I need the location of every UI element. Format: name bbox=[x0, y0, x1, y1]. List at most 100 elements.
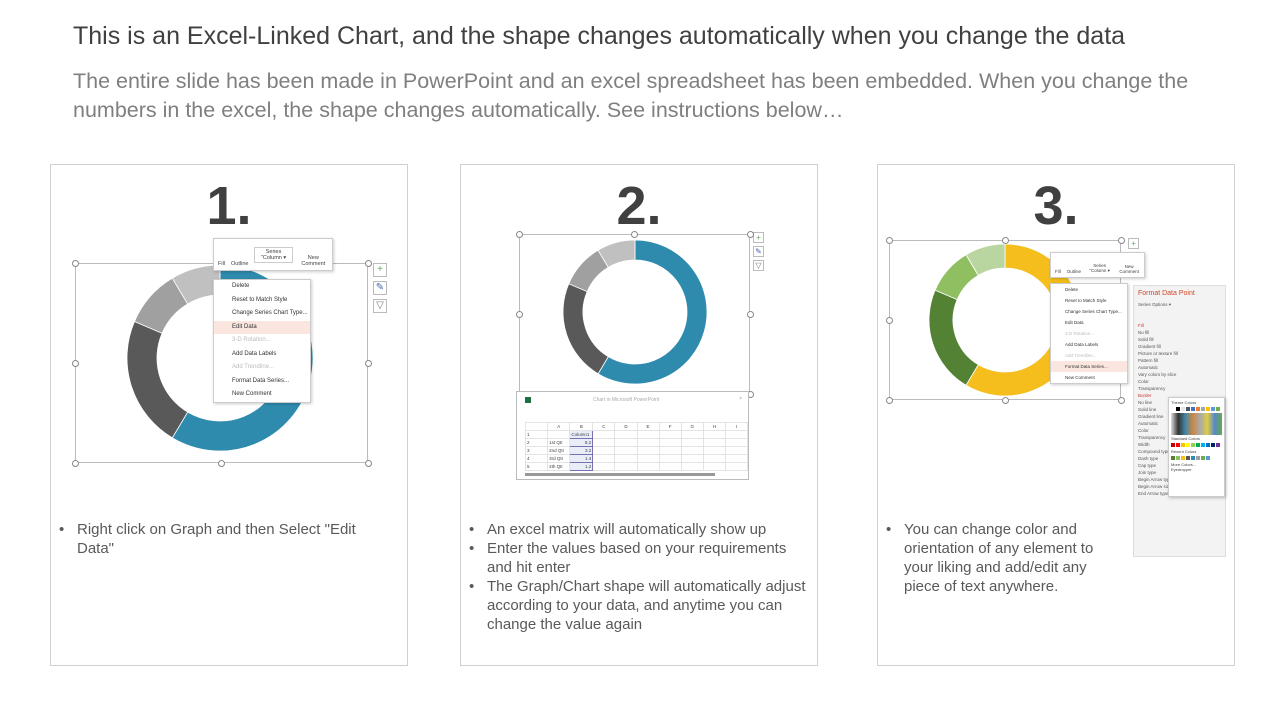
color-swatch[interactable] bbox=[1211, 407, 1215, 411]
color-swatch[interactable] bbox=[1171, 443, 1175, 447]
resize-handle[interactable] bbox=[1117, 236, 1125, 244]
row-header[interactable]: 4 bbox=[524, 454, 549, 463]
resize-handle[interactable] bbox=[515, 310, 523, 318]
fill-button[interactable]: Fill bbox=[1055, 269, 1061, 274]
color-swatch[interactable] bbox=[1196, 407, 1200, 411]
new-comment-button[interactable]: New Comment bbox=[1119, 264, 1139, 274]
cell[interactable] bbox=[680, 446, 704, 455]
border-field[interactable]: Width bbox=[1138, 442, 1150, 447]
column-header[interactable]: D bbox=[614, 422, 638, 431]
menu-item-delete[interactable]: Delete bbox=[1065, 287, 1079, 292]
menu-item-add-labels[interactable]: Add Data Labels bbox=[1065, 342, 1099, 347]
resize-handle[interactable] bbox=[1001, 396, 1009, 404]
recent-swatches[interactable] bbox=[1171, 456, 1222, 460]
column-header[interactable]: C bbox=[592, 422, 616, 431]
cell[interactable] bbox=[680, 438, 704, 447]
menu-item-format-series[interactable]: Format Data Series... bbox=[1051, 361, 1127, 372]
cell[interactable] bbox=[724, 430, 749, 439]
border-option[interactable]: Automatic bbox=[1138, 421, 1159, 426]
pane-tab-icons[interactable] bbox=[1138, 308, 1221, 322]
cell-value[interactable]: 8.2 bbox=[569, 438, 594, 447]
resize-handle[interactable] bbox=[218, 459, 225, 467]
fill-section[interactable]: Fill bbox=[1138, 323, 1144, 328]
cell[interactable] bbox=[658, 454, 682, 463]
color-swatch[interactable] bbox=[1201, 407, 1205, 411]
border-field[interactable]: End Arrow type bbox=[1138, 491, 1169, 496]
standard-swatches[interactable] bbox=[1171, 443, 1222, 447]
color-swatch[interactable] bbox=[1191, 456, 1195, 460]
resize-handle[interactable] bbox=[885, 396, 893, 404]
cell[interactable] bbox=[614, 430, 638, 439]
resize-handle[interactable] bbox=[364, 459, 372, 467]
resize-handle[interactable] bbox=[1001, 236, 1009, 244]
eyedropper-item[interactable]: Eyedropper bbox=[1171, 467, 1192, 472]
color-swatch[interactable] bbox=[1181, 407, 1185, 411]
fill-option[interactable]: Gradient fill bbox=[1138, 344, 1161, 349]
color-swatch[interactable] bbox=[1181, 456, 1185, 460]
border-field[interactable]: Begin Arrow type bbox=[1138, 477, 1173, 482]
color-swatch[interactable] bbox=[1191, 407, 1195, 411]
menu-item-add-labels[interactable]: Add Data Labels bbox=[232, 350, 277, 357]
color-swatch[interactable] bbox=[1211, 443, 1215, 447]
cell[interactable] bbox=[658, 446, 682, 455]
cell[interactable] bbox=[658, 430, 682, 439]
color-swatch[interactable] bbox=[1186, 443, 1190, 447]
cell[interactable] bbox=[680, 454, 704, 463]
cell[interactable] bbox=[724, 438, 749, 447]
series-dropdown[interactable]: Series "Column ▾ bbox=[254, 246, 293, 263]
resize-handle[interactable] bbox=[364, 259, 372, 267]
cell-value[interactable]: 1.2 bbox=[569, 462, 594, 471]
color-swatch[interactable] bbox=[1181, 443, 1185, 447]
resize-handle[interactable] bbox=[71, 259, 79, 267]
color-swatch[interactable] bbox=[1176, 443, 1180, 447]
resize-handle[interactable] bbox=[885, 316, 893, 324]
fill-option[interactable]: Vary colors by slice bbox=[1138, 372, 1177, 377]
cell[interactable] bbox=[636, 438, 660, 447]
column-header[interactable]: B bbox=[569, 422, 594, 431]
resize-handle[interactable] bbox=[746, 230, 754, 238]
cell[interactable] bbox=[592, 462, 616, 471]
chart-filter-icon[interactable]: ▽ bbox=[753, 260, 764, 271]
chart-elements-plus-icon[interactable]: + bbox=[1128, 238, 1139, 249]
fill-option[interactable]: Solid fill bbox=[1138, 337, 1154, 342]
column-header[interactable]: H bbox=[702, 422, 726, 431]
cell[interactable] bbox=[636, 462, 660, 471]
color-swatch[interactable] bbox=[1201, 456, 1205, 460]
fill-option[interactable]: Picture or texture fill bbox=[1138, 351, 1178, 356]
cell[interactable] bbox=[636, 454, 660, 463]
resize-handle[interactable] bbox=[364, 359, 372, 367]
cell[interactable] bbox=[592, 438, 616, 447]
border-field[interactable]: Compound type bbox=[1138, 449, 1170, 454]
series-dropdown[interactable]: Series "Column ▾ bbox=[1089, 263, 1110, 273]
resize-handle[interactable] bbox=[631, 230, 638, 238]
column-header[interactable]: I bbox=[724, 422, 749, 431]
border-field[interactable]: Transparency bbox=[1138, 435, 1166, 440]
color-swatch[interactable] bbox=[1206, 456, 1210, 460]
border-field[interactable]: Begin Arrow size bbox=[1138, 484, 1172, 489]
new-comment-button[interactable]: New Comment bbox=[301, 255, 326, 267]
color-swatch[interactable] bbox=[1206, 407, 1210, 411]
chart-elements-plus-icon[interactable]: + bbox=[753, 232, 764, 243]
cell[interactable] bbox=[680, 430, 704, 439]
cell[interactable] bbox=[592, 454, 616, 463]
resize-handle[interactable] bbox=[71, 359, 79, 367]
outline-button[interactable]: Outline bbox=[231, 261, 249, 267]
cell[interactable] bbox=[614, 446, 638, 455]
menu-item-new-comment[interactable]: New Comment bbox=[232, 391, 272, 397]
menu-item-format-series[interactable]: Format Data Series... bbox=[232, 377, 290, 384]
chart-filter-icon[interactable]: ▽ bbox=[373, 299, 387, 313]
color-swatch[interactable] bbox=[1201, 443, 1205, 447]
color-swatch[interactable] bbox=[1171, 407, 1175, 411]
column-header[interactable]: F bbox=[658, 422, 682, 431]
cell-label[interactable]: 4th Qtr bbox=[547, 462, 571, 471]
border-field[interactable]: Dash type bbox=[1138, 456, 1159, 461]
chart-styles-brush-icon[interactable]: ✎ bbox=[753, 246, 764, 257]
menu-item-reset[interactable]: Reset to Match Style bbox=[1065, 298, 1107, 303]
cell[interactable] bbox=[702, 446, 726, 455]
color-swatch[interactable] bbox=[1186, 407, 1190, 411]
column-header[interactable]: E bbox=[636, 422, 660, 431]
menu-item-change-type[interactable]: Change Series Chart Type... bbox=[232, 310, 308, 316]
cell[interactable] bbox=[658, 438, 682, 447]
close-icon[interactable]: × bbox=[739, 396, 742, 402]
